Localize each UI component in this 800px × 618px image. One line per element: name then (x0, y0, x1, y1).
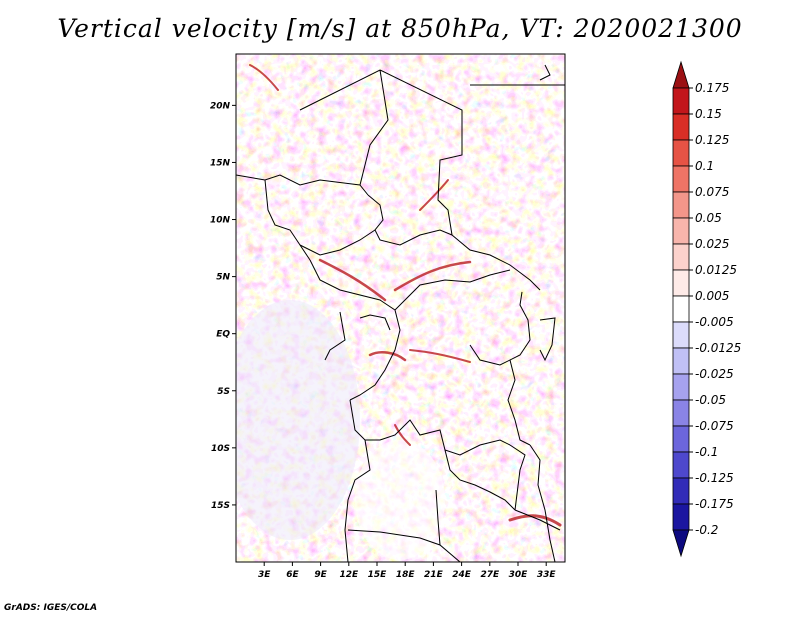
colorbar-segment (672, 373, 690, 401)
colorbar-label: 0.075 (695, 185, 729, 199)
lat-label-5S: 5S (217, 387, 230, 397)
colorbar-segment (672, 321, 690, 349)
credit-label: GrADS: IGES/COLA (4, 603, 98, 613)
latitude-axis: 20N 15N 10N 5N EQ 5S 10S 15S (210, 101, 236, 511)
colorbar-label: 0.05 (695, 211, 722, 225)
colorbar-label: 0.15 (695, 107, 722, 121)
colorbar-segment (672, 87, 690, 115)
lat-label-5N: 5N (216, 273, 230, 283)
colorbar-segment (672, 477, 690, 505)
colorbar-label: 0.125 (695, 133, 729, 147)
lon-label-3E: 3E (258, 570, 271, 580)
lon-label-9E: 9E (314, 570, 327, 580)
colorbar-label: -0.2 (695, 523, 718, 537)
colorbar-segment (672, 451, 690, 479)
colorbar-label: 0.1 (695, 159, 714, 173)
longitude-axis: 3E 6E 9E 12E 15E 18E 21E 24E 27E 30E 33E (258, 562, 556, 580)
lon-label-27E: 27E (480, 570, 500, 580)
lat-label-15S: 15S (211, 501, 230, 511)
colorbar-segment (672, 191, 690, 219)
map-title: Vertical velocity [m/s] at 850hPa, VT: 2… (57, 14, 743, 43)
lon-label-21E: 21E (424, 570, 444, 580)
lat-label-15N: 15N (210, 158, 231, 168)
lon-label-30E: 30E (509, 570, 529, 580)
colorbar-label: 0.175 (695, 81, 729, 95)
lon-label-18E: 18E (396, 570, 416, 580)
colorbar-segment (672, 243, 690, 271)
lon-label-12E: 12E (339, 570, 359, 580)
colorbar-segment (672, 503, 690, 531)
colorbar-label: -0.125 (695, 471, 734, 485)
plot-frame (235, 53, 566, 563)
colorbar-label: -0.05 (695, 393, 726, 407)
lon-label-15E: 15E (368, 570, 388, 580)
colorbar-segment (672, 269, 690, 297)
lon-label-24E: 24E (452, 570, 472, 580)
colorbar-label: -0.075 (695, 419, 734, 433)
colorbar-label: 0.005 (695, 289, 729, 303)
colorbar-segment (672, 295, 690, 323)
colorbar-segment (672, 139, 690, 167)
colorbar-segment (672, 425, 690, 453)
lat-label-10N: 10N (210, 216, 231, 226)
lat-label-EQ: EQ (216, 330, 230, 340)
colorbar-label: -0.0125 (695, 341, 741, 355)
country-boundaries (236, 64, 565, 562)
colorbar-cap-bottom (672, 529, 690, 558)
colorbar-segment (672, 165, 690, 193)
colorbar-label: -0.1 (695, 445, 718, 459)
colorbar-segment (672, 347, 690, 375)
lon-label-33E: 33E (537, 570, 557, 580)
colorbar-segment (672, 217, 690, 245)
colorbar-label: 0.025 (695, 237, 729, 251)
colorbar-label: -0.025 (695, 367, 734, 381)
colorbar-label: -0.175 (695, 497, 734, 511)
updraft-streaks (249, 64, 562, 527)
colorbar-label: 0.0125 (695, 263, 737, 277)
colorbar-segment (672, 399, 690, 427)
colorbar-label: -0.005 (695, 315, 734, 329)
lat-label-10S: 10S (211, 444, 230, 454)
lon-label-6E: 6E (286, 570, 299, 580)
lat-label-20N: 20N (210, 101, 231, 111)
colorbar-segment (672, 113, 690, 141)
colorbar-cap-top (672, 60, 690, 89)
velocity-field (236, 54, 565, 562)
colorbar: 0.175 0.15 0.125 0.1 0.075 0.05 0.025 0.0125 0.0… (672, 60, 741, 558)
